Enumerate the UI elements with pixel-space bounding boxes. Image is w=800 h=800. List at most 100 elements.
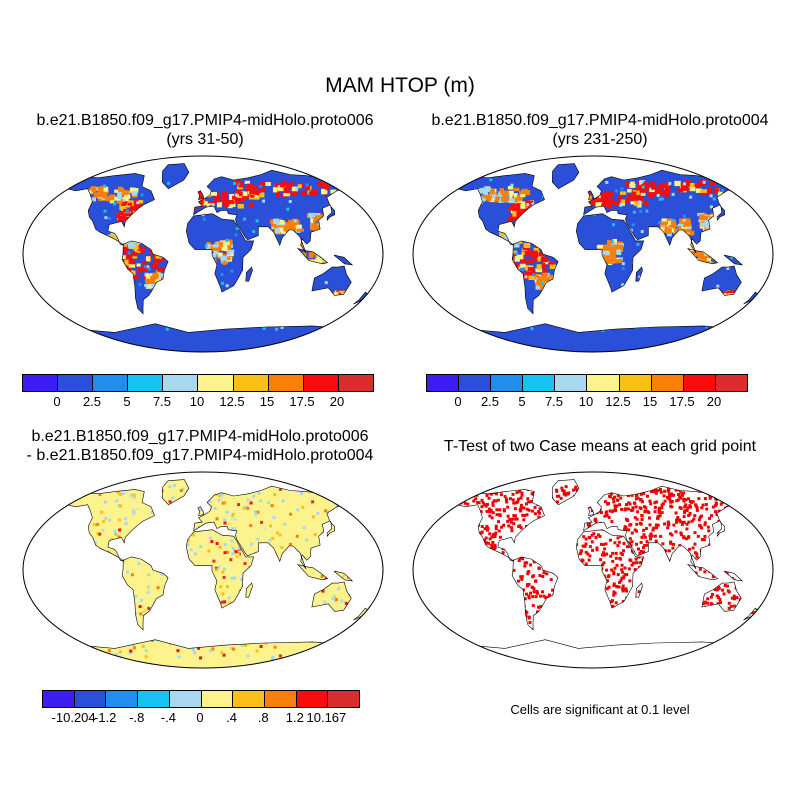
colorbar-swatch [427,375,460,391]
colorbar-tick-label: 10 [189,394,205,409]
colorbar-swatch [651,375,684,391]
colorbar-swatch [328,691,360,707]
colorbar-swatch [201,691,234,707]
colorbar-tick-label: 2.5 [82,394,102,409]
colorbar-tick-label: 20 [329,394,345,409]
panel-title-bottom-left: b.e21.B1850.f09_g17.PMIP4-midHolo.proto0… [5,427,395,465]
colorbar-tick-label: -.8 [129,710,145,725]
colorbar-tick-label: 7.5 [544,394,564,409]
colorbar-swatch [338,375,373,391]
land-antarctica [64,639,342,668]
land-northAmerica [66,489,155,562]
land-eurasia [583,170,734,253]
panel-title-line1: T-Test of two Case means at each grid po… [443,438,757,455]
land-newGuinea [334,255,353,265]
colorbar-tick-label: -10.204 [51,710,96,725]
land-australia [311,266,352,296]
colorbar-swatch [459,375,492,391]
land-australia [311,582,352,612]
colorbar-top-left [22,374,374,392]
land-antarctica [454,639,732,668]
land-southAmerica [512,556,559,630]
colorbar-ticks-top-left: 0 2.5 5 7.5 10 12.5 15 17.5 20 [0,394,800,412]
colorbar-swatch [138,691,170,707]
colorbar-tick-label: 17.5 [669,394,695,409]
colorbar-bottom-left [42,690,360,708]
panel-title-line2: (yrs 231-250) [552,131,648,148]
colorbar-tick-label: 10.167 [306,710,347,725]
colorbar-ticks-bottom-left: -10.204 -1.2 -.8 -.4 0 .4 .8 1.2 10.167 [0,710,800,728]
map-top-left [22,155,384,353]
colorbar-swatch [523,375,556,391]
land-madagascar [245,583,253,598]
panel-title-line2: (yrs 31-50) [166,131,244,148]
colorbar-tick-label: 5 [518,394,526,409]
panel-title-line2: - b.e21.B1850.f09_g17.PMIP4-midHolo.prot… [26,447,374,464]
map-bottom-right [412,471,774,669]
colorbar-swatch [74,691,107,707]
colorbar-swatch [198,375,234,391]
land-madagascar [635,583,643,598]
colorbar-tick-label: 10 [578,394,594,409]
land-madagascar [635,267,643,282]
main-title: MAM HTOP (m) [325,74,475,97]
panel-title-line1: b.e21.B1850.f09_g17.PMIP4-midHolo.proto0… [431,112,769,129]
land-eurasia [193,486,344,569]
map-frame [412,155,774,353]
colorbar-tick-label: 12.5 [605,394,631,409]
colorbar-tick-label: .4 [226,710,238,725]
colorbar-swatch [303,375,339,391]
colorbar-tick-label: 5 [123,394,131,409]
colorbar-swatch [93,375,129,391]
land-antarctica [454,323,732,352]
land-madagascar [245,267,253,282]
map-bottom-left [22,471,384,669]
colorbar-swatch [683,375,716,391]
panel-title-top-right: b.e21.B1850.f09_g17.PMIP4-midHolo.proto0… [400,111,800,149]
land-eurasia [193,170,344,253]
colorbar-tick-label: .8 [257,710,269,725]
land-newGuinea [724,255,743,265]
map-top-right [412,155,774,353]
panel-title-bottom-right: T-Test of two Case means at each grid po… [420,437,780,456]
colorbar-swatch [268,375,304,391]
colorbar-tick-label: 1.2 [285,710,304,725]
panel-title-line1: b.e21.B1850.f09_g17.PMIP4-midHolo.proto0… [31,428,369,445]
colorbar-swatch [163,375,199,391]
land-antarctica [64,323,342,352]
colorbar-swatch [233,691,265,707]
colorbar-swatch [296,691,329,707]
land-australia [701,266,742,296]
colorbar-tick-label: 20 [706,394,722,409]
colorbar-swatch [264,691,297,707]
colorbar-swatch [58,375,94,391]
colorbar-tick-label: 0 [53,394,61,409]
colorbar-tick-label: 12.5 [219,394,245,409]
panel-title-top-left: b.e21.B1850.f09_g17.PMIP4-midHolo.proto0… [10,111,400,149]
colorbar-swatch [555,375,588,391]
colorbar-tick-label: -1.2 [93,710,117,725]
panel-title-line1: b.e21.B1850.f09_g17.PMIP4-midHolo.proto0… [36,112,374,129]
colorbar-swatch [106,691,139,707]
colorbar-tick-label: 15 [642,394,658,409]
colorbar-swatch [23,375,59,391]
colorbar-swatch [169,691,202,707]
colorbar-tick-label: 17.5 [289,394,315,409]
colorbar-swatch [43,691,75,707]
significance-note: Cells are significant at 0.1 level [510,702,690,717]
map-frame [22,155,384,353]
colorbar-swatch [491,375,524,391]
land-southAmerica [122,556,169,630]
colorbar-tick-label: 2.5 [480,394,500,409]
colorbar-swatch [715,375,747,391]
colorbar-swatch [233,375,269,391]
colorbar-tick-label: 0 [196,710,204,725]
colorbar-swatch [619,375,652,391]
colorbar-tick-label: 15 [259,394,275,409]
colorbar-ticks-top-right: 0 2.5 5 7.5 10 12.5 15 17.5 20 [0,394,800,412]
colorbar-tick-label: 0 [454,394,462,409]
land-greenland [552,163,579,189]
map-frame [22,471,384,669]
colorbar-swatch [587,375,620,391]
colorbar-tick-label: -.4 [160,710,176,725]
